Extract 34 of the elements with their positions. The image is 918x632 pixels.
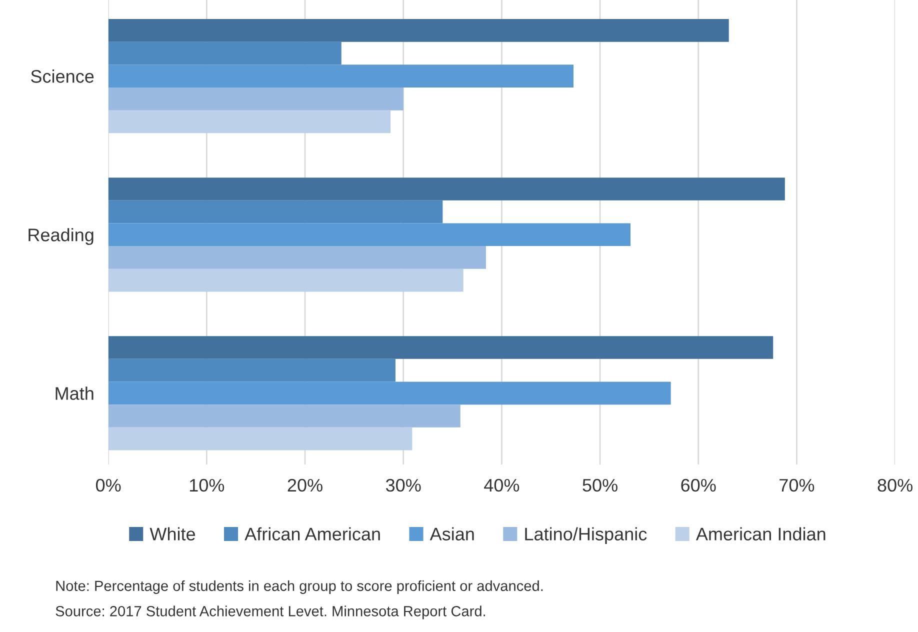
legend-label: African American — [244, 527, 380, 540]
bar — [108, 223, 631, 246]
bar — [108, 336, 774, 359]
bar — [108, 110, 391, 134]
bar — [108, 64, 574, 88]
bar — [108, 404, 460, 428]
bar — [108, 200, 443, 224]
x-tick-label: 50% — [582, 478, 618, 492]
bar — [108, 178, 785, 200]
bar — [108, 358, 396, 382]
legend-label: White — [150, 527, 196, 540]
x-tick-label: 30% — [386, 478, 421, 492]
bar — [108, 88, 404, 110]
bar — [108, 42, 342, 65]
x-tick-label: 60% — [681, 478, 716, 492]
x-tick-label: 40% — [484, 478, 520, 492]
legend-label: Asian — [430, 527, 474, 540]
legend-label: Latino/Hispanic — [525, 527, 647, 544]
y-tick-label: Reading — [28, 228, 94, 245]
x-tick-label: 10% — [190, 478, 224, 492]
bar — [108, 382, 671, 405]
source-note: Source: 2017 Student Achievement Levet. Minnesota Report Card. — [56, 606, 486, 620]
y-tick-label: Science — [31, 70, 94, 83]
bar — [108, 427, 412, 450]
bar — [108, 246, 486, 269]
legend-label: American Indian — [696, 527, 826, 540]
bar — [108, 19, 729, 42]
text: Note: Percentage of students in each group to score proficient or advanced. — [56, 580, 543, 594]
x-tick-label: 20% — [288, 478, 322, 492]
x-tick-label: 80% — [878, 478, 912, 492]
x-tick-label: 70% — [780, 478, 814, 492]
y-tick-label: Math — [56, 386, 94, 400]
bar — [108, 268, 464, 292]
x-tick-label: 0% — [96, 478, 121, 492]
